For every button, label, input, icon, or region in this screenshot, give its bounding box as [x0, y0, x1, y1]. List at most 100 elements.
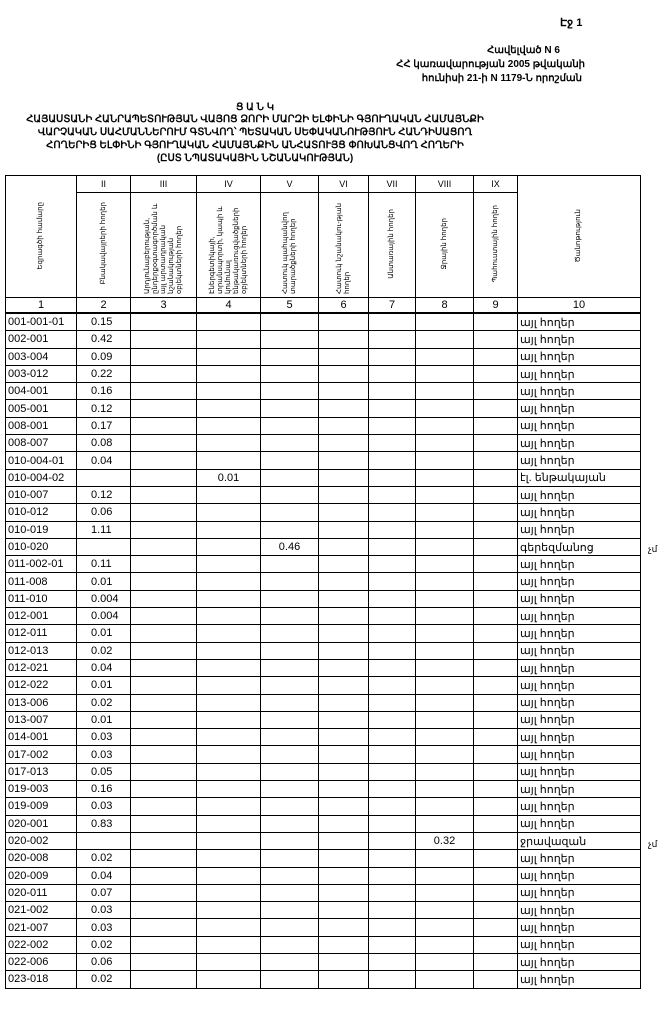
area-cell	[368, 520, 416, 539]
area-cell	[196, 762, 261, 782]
area-cell	[130, 330, 197, 349]
area-cell	[415, 485, 474, 505]
area-cell: 0.02	[76, 935, 131, 954]
table-row: 020-009 0.04 այլ հողեր	[5, 866, 641, 885]
area-cell	[196, 814, 261, 833]
table-row: 002-001 0.42 այլ հողեր	[5, 330, 641, 349]
area-cell	[368, 693, 416, 712]
note-cell: այլ հողեր	[517, 572, 641, 591]
area-cell	[196, 485, 261, 505]
area-cell	[130, 468, 197, 487]
area-cell: 0.04	[76, 451, 131, 470]
area-cell	[196, 831, 261, 851]
area-cell	[130, 883, 197, 903]
area-cell	[196, 918, 261, 937]
area-cell	[415, 537, 474, 557]
area-cell	[368, 710, 416, 730]
area-cell	[130, 485, 197, 505]
table-row: 010-020 0.46 գերեզմանոց	[5, 537, 641, 557]
area-cell	[318, 918, 369, 937]
area-cell	[130, 693, 197, 712]
area-cell	[196, 970, 261, 989]
area-cell: 0.83	[76, 814, 131, 833]
area-cell	[196, 745, 261, 764]
doc-subtitle: ՎԱՐՉԱԿԱՆ ՍԱՀՄԱՆՆԵՐՈՒՄ ԳՏՆՎՈՂ՝ ՊԵՏԱԿԱՆ ՍԵ…	[37, 127, 473, 138]
table-row: 003-004 0.09 այլ հողեր	[5, 347, 641, 366]
area-cell: 0.06	[76, 503, 131, 522]
parcel-id-cell: 008-007	[5, 434, 77, 453]
table-row: 011-002-01 0.11 այլ հողեր	[5, 555, 641, 574]
area-cell: 0.02	[76, 641, 131, 660]
column-header: Եզրագծի համարը	[5, 175, 77, 298]
area-cell	[318, 745, 369, 764]
column-header: Անտառային հողեր	[368, 192, 416, 298]
area-cell	[368, 658, 416, 678]
area-cell	[260, 866, 319, 885]
area-cell	[196, 434, 261, 453]
area-cell	[415, 312, 474, 332]
table-row: 020-011 0.07 այլ հողեր	[5, 883, 641, 903]
parcel-id-cell: 003-012	[5, 364, 77, 384]
area-cell	[130, 780, 197, 799]
note-cell: այլ հողեր	[517, 952, 641, 972]
area-cell	[260, 797, 319, 816]
area-cell	[415, 693, 474, 712]
column-roman-number: VI	[318, 175, 369, 193]
area-cell	[260, 399, 319, 418]
column-header: Հատուկ պահպանվող տարածքների հողեր	[260, 192, 319, 298]
area-cell	[76, 537, 131, 557]
area-cell	[260, 901, 319, 920]
area-cell	[473, 814, 518, 833]
area-cell	[260, 520, 319, 539]
area-cell	[473, 831, 518, 851]
table-row: 010-004-01 0.04 այլ հողեր	[5, 451, 641, 470]
area-cell	[130, 416, 197, 436]
column-header-label: Եզրագծի համարը	[37, 201, 44, 270]
area-cell	[415, 866, 474, 885]
area-cell	[473, 330, 518, 349]
column-roman-number: IX	[473, 175, 518, 193]
parcel-id-cell: 012-001	[5, 607, 77, 626]
area-cell	[196, 883, 261, 903]
area-cell	[196, 866, 261, 885]
area-cell	[368, 866, 416, 885]
area-cell	[260, 970, 319, 989]
table-row: 021-007 0.03 այլ հողեր	[5, 918, 641, 937]
note-cell: ջրավազան	[517, 831, 641, 851]
area-cell	[196, 382, 261, 401]
area-cell	[196, 330, 261, 349]
parcel-id-cell: 010-007	[5, 485, 77, 505]
area-cell	[318, 416, 369, 436]
area-cell: 0.16	[76, 780, 131, 799]
area-cell: 0.01	[196, 468, 261, 487]
area-cell	[473, 693, 518, 712]
area-cell	[318, 797, 369, 816]
area-cell	[260, 641, 319, 660]
note-cell: գերեզմանոց	[517, 537, 641, 557]
area-cell	[473, 399, 518, 418]
area-cell	[368, 537, 416, 557]
note-cell: այլ հողեր	[517, 814, 641, 833]
area-cell	[368, 382, 416, 401]
column-number: 6	[318, 297, 369, 314]
area-cell	[368, 347, 416, 366]
area-cell	[130, 641, 197, 660]
area-cell	[260, 607, 319, 626]
note-cell: այլ հողեր	[517, 658, 641, 678]
column-header: Արդյունաբերության, ընդերքօգտագործման և ա…	[130, 192, 197, 298]
area-cell	[130, 831, 197, 851]
area-cell	[368, 745, 416, 764]
area-cell	[318, 399, 369, 418]
area-cell	[130, 364, 197, 384]
area-cell	[318, 728, 369, 747]
note-cell: այլ հողեր	[517, 520, 641, 539]
table-row: 010-007 0.12 այլ հողեր	[5, 485, 641, 505]
area-cell	[368, 485, 416, 505]
area-cell	[415, 468, 474, 487]
area-cell	[318, 952, 369, 972]
area-cell	[473, 710, 518, 730]
parcel-id-cell: 019-003	[5, 780, 77, 799]
parcel-id-cell: 011-002-01	[5, 555, 77, 574]
area-cell	[473, 658, 518, 678]
area-cell	[318, 814, 369, 833]
